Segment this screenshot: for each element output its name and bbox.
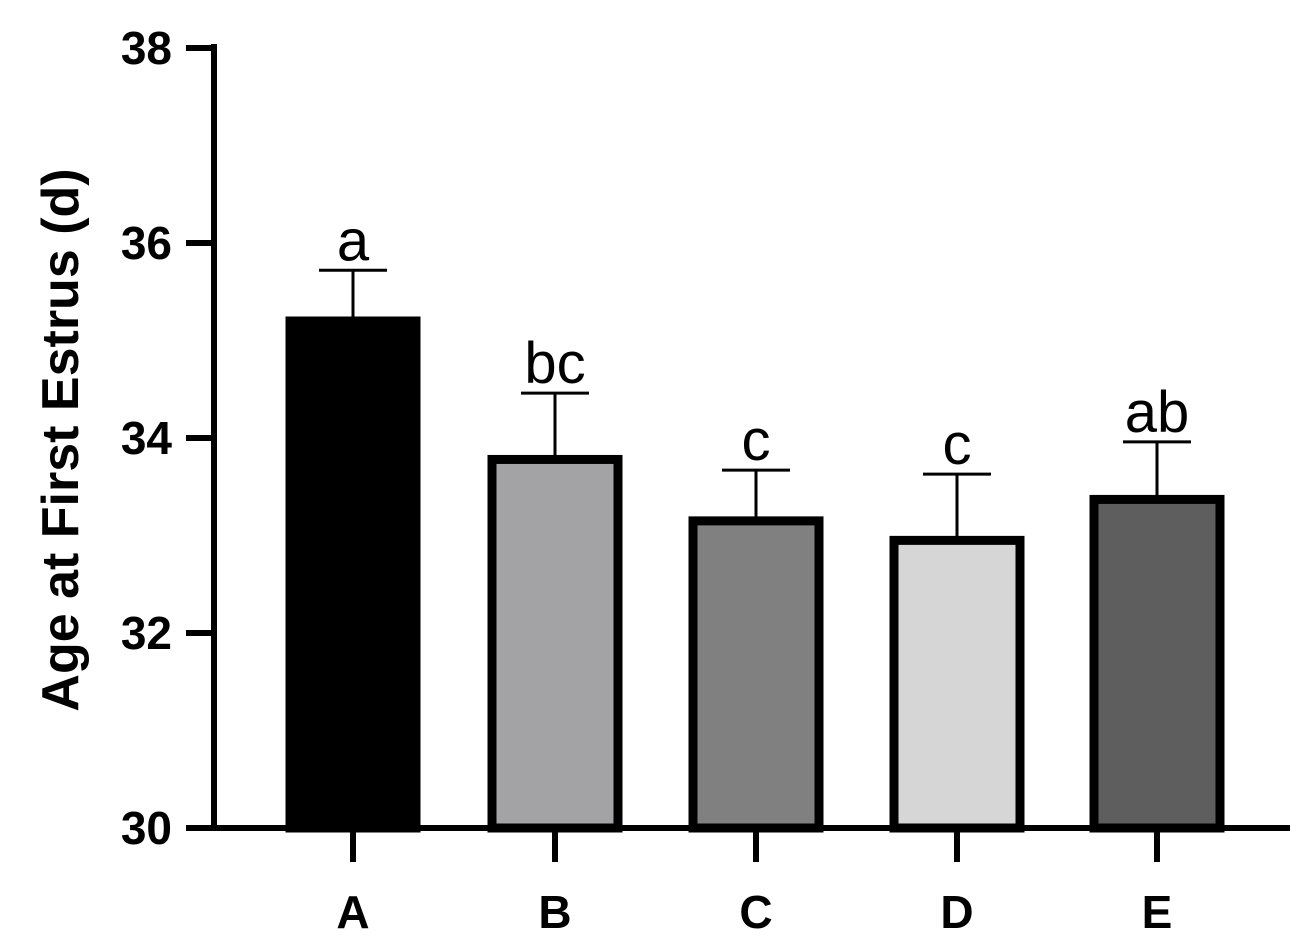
bar-B <box>487 454 623 833</box>
y-ticks-layer: 30 32 34 36 38 <box>121 22 214 854</box>
x-tick-label: A <box>336 886 369 938</box>
y-tick-label: 32 <box>121 607 172 659</box>
significance-label: c <box>943 412 972 477</box>
bar-A <box>285 316 421 833</box>
bar-C <box>688 516 824 833</box>
y-tick-label: 30 <box>121 802 172 854</box>
y-tick-label: 34 <box>121 412 173 464</box>
x-tick-label: C <box>739 886 772 938</box>
bar-E <box>1089 494 1225 833</box>
significance-label: c <box>742 408 771 473</box>
significance-labels-layer: a bc c c ab <box>337 208 1189 477</box>
x-ticks-layer: A B C D E <box>336 828 1172 938</box>
y-axis-title: Age at First Estrus (d) <box>32 168 90 711</box>
significance-label: bc <box>524 331 585 396</box>
error-bars-layer <box>319 268 1191 541</box>
y-tick-label: 38 <box>121 22 172 74</box>
x-tick-label: E <box>1142 886 1173 938</box>
bar-D <box>889 535 1025 833</box>
bars-layer <box>285 316 1225 833</box>
x-tick-label: B <box>538 886 571 938</box>
x-tick-label: D <box>940 886 973 938</box>
significance-label: a <box>337 208 370 273</box>
significance-label: ab <box>1125 380 1190 445</box>
y-tick-label: 36 <box>121 217 172 269</box>
